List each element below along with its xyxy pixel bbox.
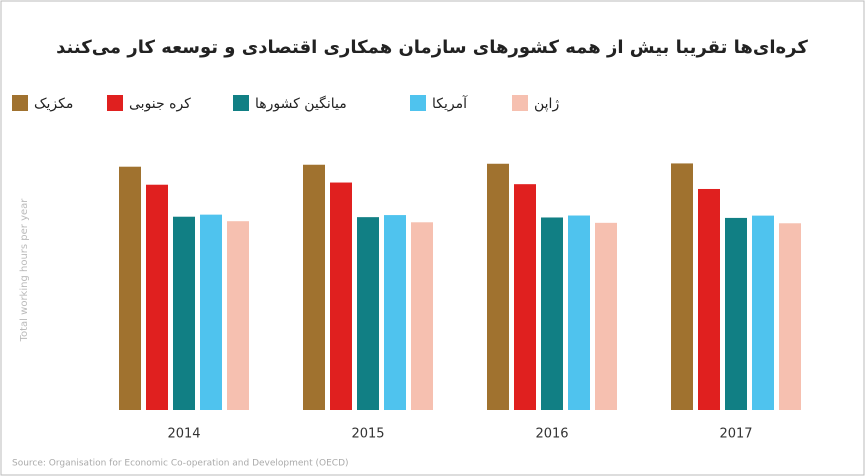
legend-swatch <box>107 95 123 111</box>
x-tick-label: 2014 <box>167 427 200 442</box>
bar <box>200 214 222 410</box>
bar <box>384 215 406 410</box>
x-tick-label: 2015 <box>351 427 384 442</box>
bar <box>514 184 536 410</box>
bar <box>173 216 195 410</box>
bar <box>595 222 617 410</box>
bar <box>752 215 774 410</box>
legend-swatch <box>12 95 28 111</box>
chart-title: کره‌ای‌ها تقریبا بیش از همه کشورهای سازم… <box>56 37 808 58</box>
bar <box>119 166 141 410</box>
source: Source: Organisation for Economic Co-ope… <box>12 459 349 469</box>
legend-label: آمریکا <box>432 95 468 112</box>
x-tick-label: 2016 <box>535 427 568 442</box>
bar <box>411 222 433 410</box>
bar <box>330 182 352 410</box>
bar <box>725 217 747 410</box>
bar <box>568 215 590 410</box>
x-tick-label: 2017 <box>719 427 752 442</box>
bar <box>487 163 509 410</box>
bar <box>779 223 801 410</box>
bar <box>671 163 693 410</box>
legend-swatch <box>233 95 249 111</box>
legend-label: ژاپن <box>534 96 559 112</box>
bar <box>227 221 249 410</box>
bar <box>303 164 325 410</box>
legend-swatch <box>512 95 528 111</box>
bar <box>357 217 379 410</box>
legend-label: مکزیک <box>34 96 73 112</box>
bar <box>146 184 168 410</box>
legend-label: میانگین کشورها <box>255 95 347 112</box>
legend-label: کره جنوبی <box>129 96 191 112</box>
bar <box>541 217 563 410</box>
bar <box>698 188 720 410</box>
legend-swatch <box>410 95 426 111</box>
y-axis-label: Total working hours per year <box>19 198 30 343</box>
